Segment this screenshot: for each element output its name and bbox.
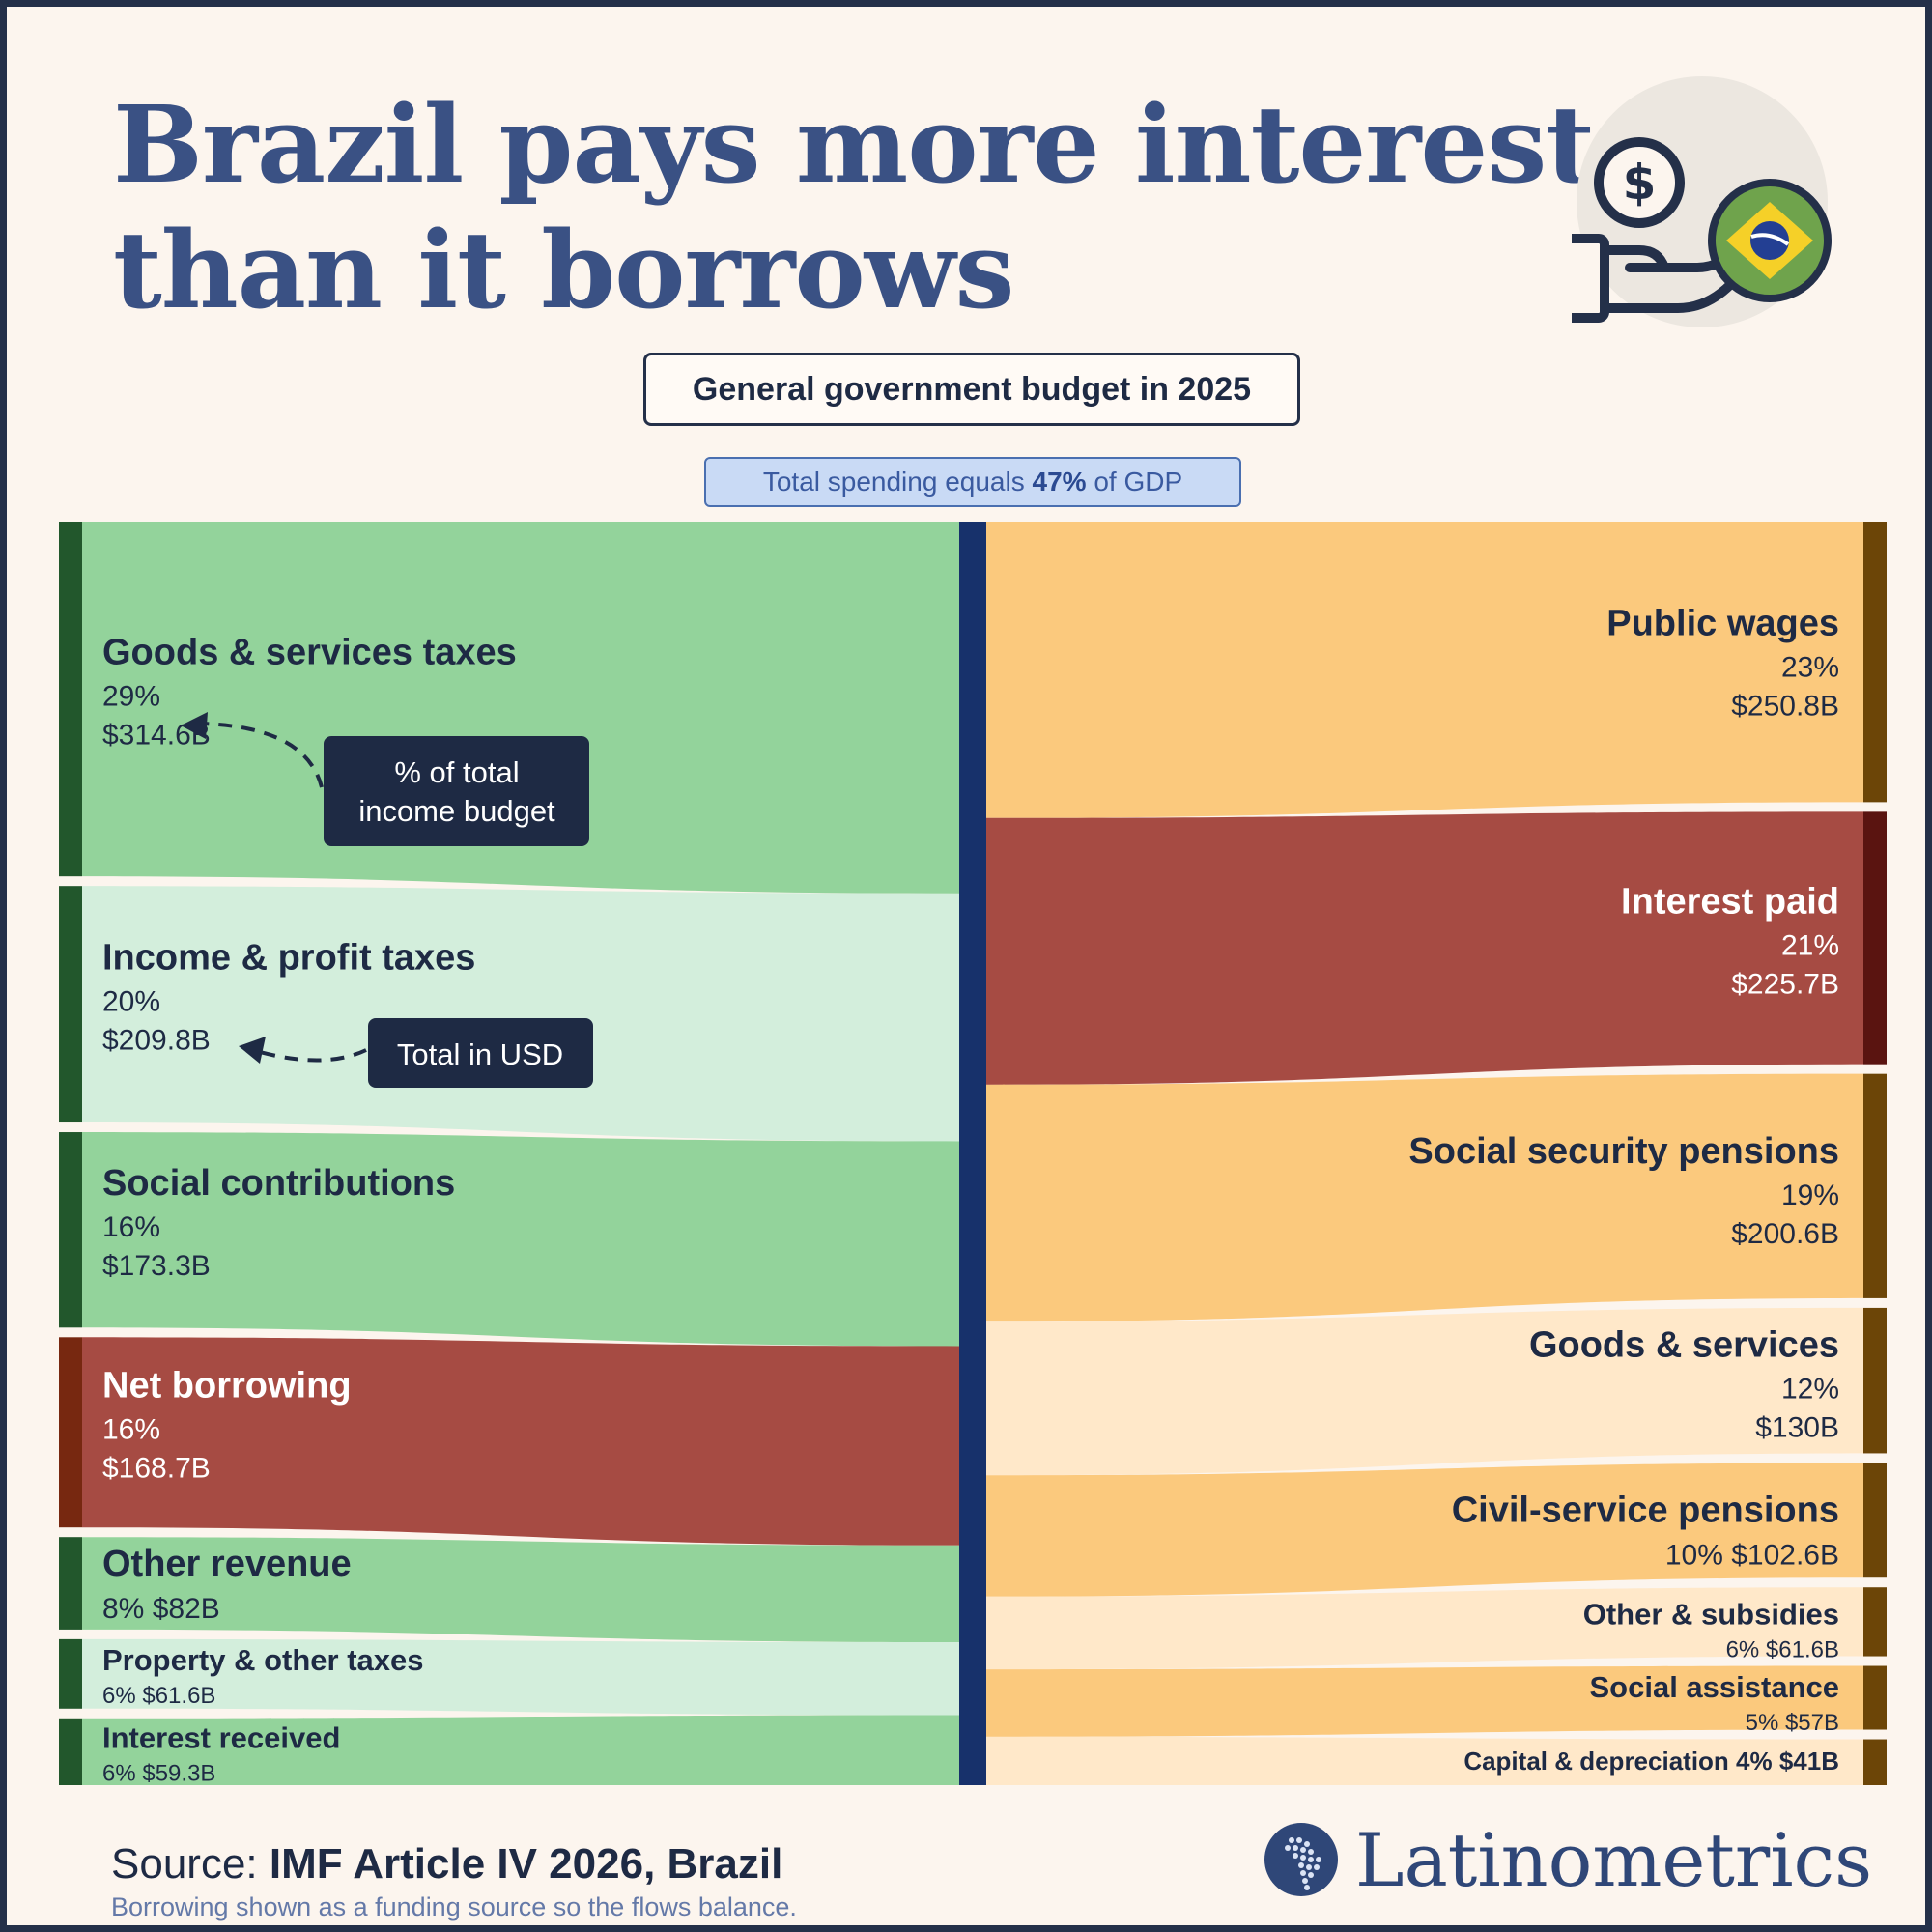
social-assistance-label: Social assistance [1590,1670,1840,1704]
civil-service-pensions-flow [986,1463,1863,1597]
other-revenue-node [59,1537,82,1630]
svg-text:$: $ [1623,155,1657,211]
other-revenue-percent-value: 8% $82B [102,1593,220,1625]
usd-callout-text: Total in USD [397,1037,563,1071]
percent-callout-line-1: % of total [394,755,519,789]
goods-and-services-node [1863,1307,1887,1454]
income-and-profit-taxes-node [59,886,82,1123]
public-wages-value: $250.8B [1731,690,1839,722]
goods-and-services-taxes-label: Goods & services taxes [102,633,517,673]
interest-received-percent-value: 6% $59.3B [102,1760,215,1786]
net-borrowing-node [59,1337,82,1528]
income-and-profit-taxes-flow [82,886,959,1142]
brazil-flag-icon [1708,179,1832,302]
net-borrowing-label: Net borrowing [102,1366,352,1406]
interest-paid-label: Interest paid [1621,882,1839,923]
social-security-pensions-label: Social security pensions [1408,1131,1839,1172]
gdp-note-suffix: of GDP [1086,467,1183,497]
gdp-note-prefix: Total spending equals [762,467,1033,497]
public-wages-percent: 23% [1781,651,1839,683]
latinometrics-logo-icon [1264,1823,1338,1896]
source-prefix: Source: [111,1840,270,1888]
source-text: IMF Article IV 2026, Brazil [269,1840,783,1888]
other-revenue-flow [82,1537,959,1643]
social-contributions-percent: 16% [102,1211,160,1243]
usd-callout-box [368,1018,593,1088]
interest-paid-flow [986,811,1863,1085]
social-contributions-value: $173.3B [102,1250,211,1282]
brand-logo: Latinometrics [1263,1813,1872,1910]
goods-and-services-taxes-percent: 29% [102,681,160,713]
goods-and-services-value: $130B [1755,1412,1839,1444]
other-and-subsidies-percent-value: 6% $61.6B [1726,1637,1839,1663]
page-title: Brazil pays more interest than it borrow… [113,82,1595,333]
income-and-profit-taxes-value: $209.8B [102,1025,211,1057]
social-security-pensions-flow [986,1073,1863,1322]
brand-name: Latinometrics [1355,1817,1873,1903]
social-contributions-label: Social contributions [102,1163,455,1204]
social-assistance-flow [986,1665,1863,1737]
percent-callout-box [324,736,589,846]
capital-and-depreciation-flow [986,1736,1863,1785]
interest-paid-node [1863,811,1887,1065]
property-and-other-taxes-flow [82,1638,959,1716]
social-contributions-flow [82,1132,959,1347]
goods-and-services-taxes-flow [82,522,959,894]
social-security-pensions-percent: 19% [1781,1179,1839,1211]
footnote: Borrowing shown as a funding source so t… [111,1892,797,1921]
interest-paid-value: $225.7B [1731,969,1839,1001]
property-and-other-taxes-label: Property & other taxes [102,1643,424,1677]
other-and-subsidies-label: Other & subsidies [1583,1598,1839,1632]
title-line-1: Brazil pays more interest [113,82,1595,207]
gdp-note: Total spending equals 47% of GDP [704,457,1241,507]
goods-and-services-label: Goods & services [1529,1325,1839,1366]
goods-and-services-taxes-node [59,522,82,877]
civil-service-pensions-node [1863,1463,1887,1578]
chart-subtitle: General government budget in 2025 [643,353,1300,426]
social-assistance-node [1863,1665,1887,1730]
net-borrowing-percent: 16% [102,1414,160,1446]
center-budget-node [959,522,986,1785]
public-wages-node [1863,522,1887,803]
percent-callout-line-2: income budget [358,794,555,828]
social-assistance-percent-value: 5% $57B [1746,1710,1839,1736]
other-and-subsidies-node [1863,1587,1887,1657]
interest-paid-percent: 21% [1781,930,1839,962]
source-line: Source: IMF Article IV 2026, Brazil [111,1840,782,1889]
title-line-2: than it borrows [113,208,1014,332]
other-and-subsidies-flow [986,1587,1863,1670]
usd-callout-arrowhead [239,1037,266,1064]
public-wages-flow [986,522,1863,818]
goods-and-services-flow [986,1307,1863,1476]
property-and-other-taxes-node [59,1638,82,1709]
social-security-pensions-value: $200.6B [1731,1218,1839,1250]
interest-received-label: Interest received [102,1720,340,1754]
public-wages-label: Public wages [1606,603,1839,643]
income-and-profit-taxes-label: Income & profit taxes [102,938,475,979]
social-security-pensions-node [1863,1073,1887,1298]
property-and-other-taxes-percent-value: 6% $61.6B [102,1683,215,1709]
usd-callout-arrow [259,1048,367,1063]
income-and-profit-taxes-percent: 20% [102,986,160,1018]
other-revenue-label: Other revenue [102,1544,352,1584]
capital-and-depreciation-node [1863,1739,1887,1785]
interest-received-node [59,1718,82,1785]
civil-service-pensions-percent-value: 10% $102.6B [1665,1540,1839,1572]
capital-and-depreciation-label: Capital & depreciation 4% $41B [1463,1747,1839,1776]
net-borrowing-flow [82,1337,959,1546]
goods-and-services-percent: 12% [1781,1374,1839,1406]
gdp-note-value: 47% [1032,467,1087,497]
civil-service-pensions-label: Civil-service pensions [1452,1491,1839,1531]
social-contributions-node [59,1132,82,1328]
percent-callout-arrowhead [181,712,208,739]
net-borrowing-value: $168.7B [102,1453,211,1485]
hand-with-dollar-coin-icon: $ [1572,76,1832,327]
percent-callout-arrow [199,722,324,788]
interest-received-flow [82,1715,959,1785]
